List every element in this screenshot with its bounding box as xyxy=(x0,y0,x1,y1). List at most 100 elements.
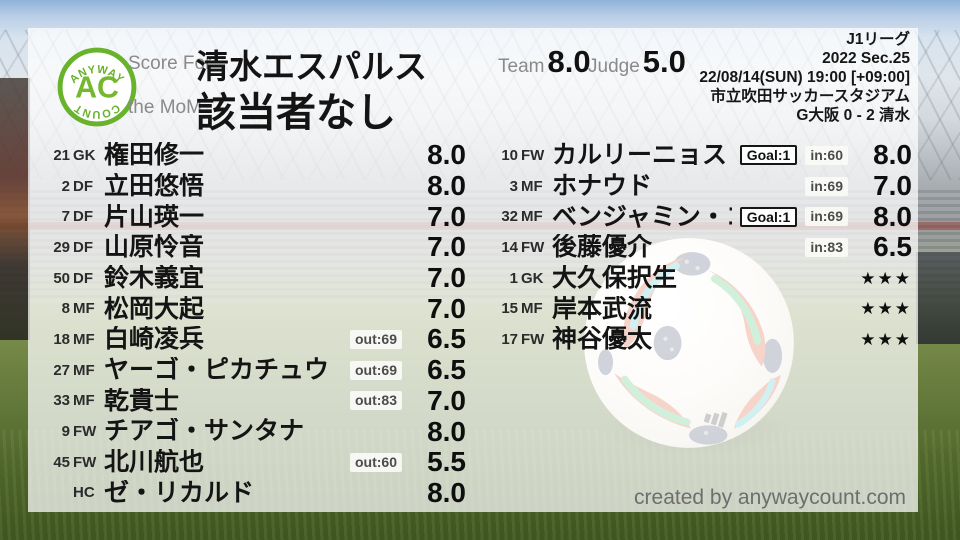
player-row: 33 MF 乾貴士 out:83 7.0 xyxy=(40,386,466,417)
player-score: 7.0 xyxy=(427,292,466,324)
player-position: DF xyxy=(73,269,93,287)
mom-value: 該当者なし xyxy=(196,91,396,135)
logo-monogram: AC xyxy=(75,72,119,105)
player-number: 21 xyxy=(53,146,70,164)
player-name: 権田修一 xyxy=(104,142,205,169)
player-position: DF xyxy=(73,177,93,195)
player-position: MF xyxy=(73,361,95,379)
player-score: 8.0 xyxy=(427,139,466,171)
player-row: 45 FW 北川航也 out:60 5.5 xyxy=(40,447,466,478)
credit-text: created by anywaycount.com xyxy=(634,486,906,509)
player-score: ★★★ xyxy=(860,299,912,319)
player-name: 後藤優介 xyxy=(552,234,653,261)
player-score: 7.0 xyxy=(427,384,466,416)
player-score: 7.0 xyxy=(427,262,466,294)
player-position: MF xyxy=(521,177,543,195)
player-position: MF xyxy=(521,300,543,318)
player-position: GK xyxy=(521,269,544,287)
player-number: 8 xyxy=(61,300,70,318)
white-translucent-panel xyxy=(28,28,918,512)
player-row: 18 MF 白崎凌兵 out:69 6.5 xyxy=(40,324,466,355)
player-number: 1 xyxy=(509,269,518,287)
player-score: 7.0 xyxy=(873,170,912,202)
player-number: 10 xyxy=(501,146,518,164)
player-name: 大久保択生 xyxy=(552,264,678,292)
svg-text:COUNT: COUNT xyxy=(72,101,122,120)
player-number: 3 xyxy=(509,177,518,195)
player-score: 6.5 xyxy=(873,231,912,263)
player-row: 3 MF ホナウド in:69 7.0 xyxy=(488,171,912,202)
starters-rating-list: 21 GK 権田修一 8.0 2 DF 立田悠悟 8.0 7 DF 片山瑛一 7… xyxy=(40,140,466,508)
team-score-group: Team 8.0 xyxy=(498,44,591,80)
match-info-block: J1リーグ 2022 Sec.25 22/08/14(SUN) 19:00 [+… xyxy=(699,30,910,125)
sub-badge: out:69 xyxy=(350,360,402,380)
player-number: 7 xyxy=(61,208,70,226)
player-name: ホナウド xyxy=(552,172,653,200)
player-number: 17 xyxy=(501,330,518,348)
player-position: FW xyxy=(73,453,97,471)
player-number: 14 xyxy=(501,238,518,256)
sub-badge: in:83 xyxy=(805,237,848,257)
player-position: MF xyxy=(73,392,95,410)
player-row: 21 GK 権田修一 8.0 xyxy=(40,140,466,171)
player-name: 神谷優太 xyxy=(552,326,653,353)
kickoff-datetime: 22/08/14(SUN) 19:00 [+09:00] xyxy=(699,69,910,86)
team-score-value: 8.0 xyxy=(547,44,591,79)
player-score: 6.5 xyxy=(427,323,466,355)
player-score: 8.0 xyxy=(873,139,912,171)
player-number: 29 xyxy=(53,238,70,256)
sub-badge: in:60 xyxy=(805,145,848,165)
judge-score-group: Judge 5.0 xyxy=(588,44,686,80)
player-name: チアゴ・サンタナ xyxy=(104,418,305,445)
left-stand-structure xyxy=(0,78,30,340)
player-name: 松岡大起 xyxy=(104,295,205,322)
player-name: カルリーニョス・ジュニオ xyxy=(552,142,732,169)
player-row: 9 FW チアゴ・サンタナ 8.0 xyxy=(40,416,466,447)
player-score: 6.5 xyxy=(427,354,466,386)
player-row: 2 DF 立田悠悟 8.0 xyxy=(40,171,466,202)
sub-badge: out:83 xyxy=(350,391,402,411)
player-row: 50 DF 鈴木義宜 7.0 xyxy=(40,263,466,294)
player-position: DF xyxy=(73,238,93,256)
sub-badge: out:60 xyxy=(350,452,402,472)
player-name: 鈴木義宜 xyxy=(104,264,205,292)
subs-rating-list: 10 FW カルリーニョス・ジュニオ Goal:1 in:60 8.0 3 MF… xyxy=(488,140,912,355)
season-section: 2022 Sec.25 xyxy=(822,50,910,67)
league-name: J1リーグ xyxy=(846,31,910,48)
player-row: 14 FW 後藤優介 in:83 6.5 xyxy=(488,232,912,263)
logo-arc-bottom: COUNT xyxy=(72,101,121,120)
player-row: 1 GK 大久保択生 ★★★ xyxy=(488,263,912,294)
judge-score-value: 5.0 xyxy=(642,44,686,79)
sub-badge: out:69 xyxy=(350,329,402,349)
player-row: 29 DF 山原怜音 7.0 xyxy=(40,232,466,263)
player-name: ベンジャミン・コロリ xyxy=(552,203,732,230)
anywaycount-logo: ANYWAY COUNT AC xyxy=(57,47,137,127)
player-number: 45 xyxy=(53,453,70,471)
player-row: 8 MF 松岡大起 7.0 xyxy=(40,293,466,324)
player-name: 立田悠悟 xyxy=(104,172,205,200)
player-row: 10 FW カルリーニョス・ジュニオ Goal:1 in:60 8.0 xyxy=(488,140,912,171)
player-row: 32 MF ベンジャミン・コロリ Goal:1 in:69 8.0 xyxy=(488,201,912,232)
player-number: 33 xyxy=(53,392,70,410)
player-row: HC ゼ・リカルド 8.0 xyxy=(40,478,466,509)
player-score: 7.0 xyxy=(427,200,466,232)
player-name: 白崎凌兵 xyxy=(104,326,205,353)
player-name: ゼ・リカルド xyxy=(104,479,255,507)
player-number: 9 xyxy=(61,423,70,441)
score-for-label: Score For xyxy=(128,53,212,74)
player-row: 17 FW 神谷優太 ★★★ xyxy=(488,324,912,355)
player-position: GK xyxy=(73,146,96,164)
goal-badge: Goal:1 xyxy=(739,206,798,227)
player-position: MF xyxy=(73,300,95,318)
player-score: ★★★ xyxy=(860,268,912,288)
player-position: FW xyxy=(521,238,545,256)
player-position: MF xyxy=(73,330,95,348)
player-name: 北川航也 xyxy=(104,449,205,476)
player-score: 8.0 xyxy=(427,415,466,447)
player-score: 5.5 xyxy=(427,446,466,478)
player-name: 片山瑛一 xyxy=(104,203,205,230)
match-result: G大阪 0 - 2 清水 xyxy=(796,107,910,124)
player-score: 8.0 xyxy=(427,476,466,508)
player-number: 32 xyxy=(501,208,518,226)
